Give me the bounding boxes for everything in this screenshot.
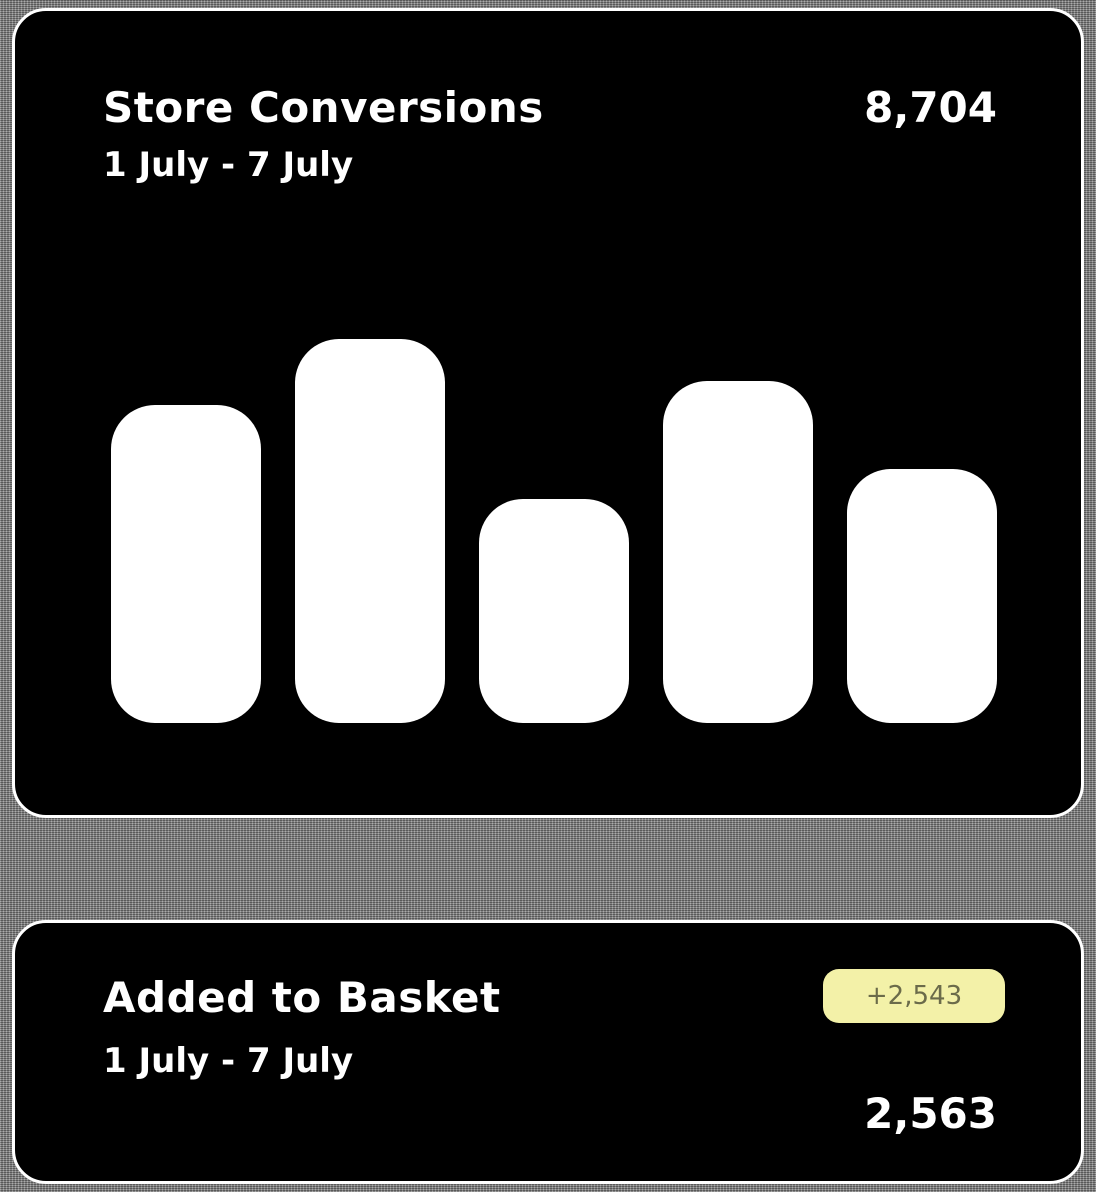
bar-4	[663, 381, 813, 723]
card-title: Added to Basket	[103, 973, 501, 1022]
date-range: 1 July - 7 July	[103, 1041, 354, 1081]
date-range: 1 July - 7 July	[103, 145, 354, 185]
total-conversions: 8,704	[864, 83, 997, 132]
store-conversions-card: Store Conversions 1 July - 7 July 8,704	[12, 8, 1084, 818]
change-badge: +2,543	[823, 969, 1005, 1023]
bar-3	[479, 499, 629, 723]
card-title: Store Conversions	[103, 83, 544, 132]
bar-1	[111, 405, 261, 723]
added-to-basket-card: Added to Basket 1 July - 7 July +2,543 2…	[12, 920, 1084, 1184]
conversions-bar-chart	[111, 339, 997, 723]
basket-total: 2,563	[864, 1089, 997, 1138]
bar-2	[295, 339, 445, 723]
bar-5	[847, 469, 997, 723]
